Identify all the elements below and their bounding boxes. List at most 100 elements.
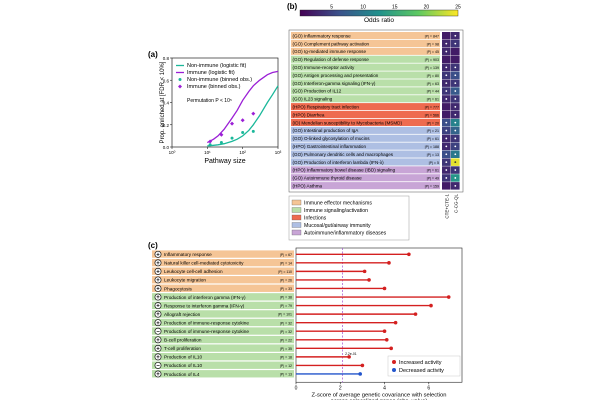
row-category-band: [152, 318, 294, 327]
legend-swatch: [291, 207, 302, 213]
panel-label-a: (a): [148, 50, 158, 59]
row-pathway-size: |P| = 32: [280, 330, 292, 334]
row-label: (GO) IL23 signaling: [293, 97, 333, 102]
significance-dot: [454, 105, 457, 108]
y-tick-label: 0.2: [163, 123, 170, 128]
heatmap-cell: [442, 32, 451, 40]
sign-marker: [154, 276, 162, 284]
point-nonimmune: [251, 129, 255, 133]
significance-dot: [445, 137, 448, 140]
y-tick-label: 0.6: [163, 78, 170, 83]
sign-marker-symbol: +: [156, 355, 160, 361]
panel-a-chart: 0.0 0.2 0.4 0.6 0.8 10⁰ 10¹ 10² 10³ Pathway size P…: [160, 56, 282, 165]
sign-marker: [154, 293, 162, 301]
row-label: (GO) Inflammatory response: [293, 33, 352, 38]
bar-endpoint: [393, 320, 398, 325]
sign-marker-symbol: +: [156, 295, 160, 301]
significance-dot: [445, 169, 448, 171]
bar-endpoint: [407, 252, 411, 257]
point-immune: [251, 111, 256, 116]
significance-dot: [454, 137, 457, 140]
axes-frame: [295, 247, 463, 383]
row-category-band: [291, 166, 440, 174]
row-label: Phagocytosis: [164, 286, 193, 291]
row-pathway-size: |P| = 67: [280, 253, 292, 257]
sign-marker: [154, 336, 162, 344]
fit-line-nonimmune: [207, 85, 279, 147]
significance-dot: [454, 90, 457, 92]
sign-marker: [154, 327, 162, 335]
bar-endpoint: [389, 346, 393, 351]
row-pathway-size: |P| = 777: [425, 106, 439, 110]
row-category-band: [291, 79, 440, 87]
significance-dot: [454, 184, 457, 187]
sign-marker: [154, 370, 162, 378]
row-pathway-size: |P| = 13: [427, 153, 439, 157]
significance-dot: [454, 177, 457, 179]
row-label: (ID) Mendelian susceptibility to Mycobac…: [293, 120, 403, 125]
bar-endpoint: [382, 329, 387, 334]
row-label: (GO) Complement pathway activation: [293, 41, 370, 46]
colorbar: [299, 9, 459, 17]
panel-label-b: (b): [287, 2, 298, 11]
fit-line-immune: [206, 70, 279, 144]
bar-endpoint: [347, 355, 351, 359]
row-label: (GO) Antigen processing and presentation: [293, 73, 379, 78]
row-pathway-size: |P| = 903: [425, 58, 439, 62]
row-label: (GO) Autoimmune thyroid disease: [293, 176, 363, 181]
significance-dot: [445, 98, 448, 100]
significance-dot: [445, 90, 448, 92]
row-pathway-size: |P| = 61: [427, 137, 439, 141]
legend-label: Immune (binned obs.): [187, 84, 241, 90]
column-label: CTE+CTE-1: [445, 194, 450, 219]
bar-endpoint: [446, 295, 451, 299]
row-pathway-size: |P| = 35: [280, 347, 292, 351]
panel-label-c: (c): [148, 241, 158, 250]
row-pathway-size: |P| = 21: [427, 129, 439, 133]
heatmap-cell: [451, 47, 460, 56]
row-category-band: [291, 134, 440, 142]
y-tick-label: 0.8: [163, 56, 170, 61]
significance-dot: [445, 129, 448, 132]
row-category-band: [152, 267, 294, 275]
panel-c-barchart: 0 2 4 6Z-score of average genetic covarianc…: [152, 247, 463, 400]
row-category-band: [152, 301, 294, 310]
panel-b-heatmap: 5 10 15 20 25 Odds ratio (GO) Inflammatory res…: [288, 5, 464, 241]
colorbar-tick-label: 25: [455, 5, 461, 11]
sign-marker: [154, 302, 162, 310]
row-label: T-cell proliferation: [164, 346, 201, 351]
legend-swatch: [178, 84, 182, 89]
row-category-band: [152, 258, 294, 267]
direction-legend-box: [387, 355, 461, 377]
row-pathway-size: |P| = 101: [278, 313, 292, 317]
row-pathway-size: |P| = 38: [280, 296, 292, 300]
sign-marker-symbol: +: [156, 252, 160, 258]
row-category-band: [291, 150, 440, 158]
sign-marker: [154, 267, 162, 275]
row-category-band: [291, 87, 440, 95]
row-label: Leukocyte migration: [164, 278, 206, 283]
legend-label: Autoimmune/inflammatory diseases: [304, 231, 387, 237]
sign-marker: [154, 319, 162, 327]
heatmap-cell: [442, 103, 451, 111]
row-label: (GO) Interferon-gamma signaling (IFN-γ): [293, 81, 376, 86]
row-pathway-size: |P| = 26: [280, 279, 292, 283]
row-category-band: [152, 370, 294, 378]
point-immune: [230, 121, 235, 126]
legend-swatch: [392, 368, 396, 372]
x-tick-label: 2: [339, 385, 342, 391]
significance-dot: [454, 113, 457, 116]
row-category-band: [291, 118, 440, 126]
row-category-band: [291, 103, 440, 111]
significance-dot: [454, 145, 457, 148]
sign-marker: [154, 361, 162, 369]
point-immune: [208, 139, 213, 144]
x-axis-label: Z-score of average genetic covariance wi…: [311, 392, 446, 400]
legend-label: Non-immune (logistic fit): [187, 63, 246, 69]
bar-endpoint: [382, 286, 387, 291]
significance-dot: [445, 74, 448, 77]
heatmap-cell: [442, 111, 451, 119]
row-category-band: [291, 111, 440, 119]
row-label: (HPO) Inflammatory bowel disease (IBD) s…: [293, 168, 396, 173]
